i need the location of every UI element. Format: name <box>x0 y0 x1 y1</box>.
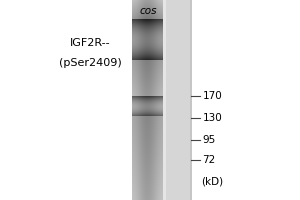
Text: 130: 130 <box>202 113 222 123</box>
Text: 170: 170 <box>202 91 222 101</box>
Text: (pSer2409): (pSer2409) <box>58 58 122 68</box>
Text: cos: cos <box>140 6 157 16</box>
Text: 95: 95 <box>202 135 216 145</box>
Text: IGF2R--: IGF2R-- <box>70 38 110 48</box>
Text: 72: 72 <box>202 155 216 165</box>
Text: (kD): (kD) <box>202 177 224 187</box>
